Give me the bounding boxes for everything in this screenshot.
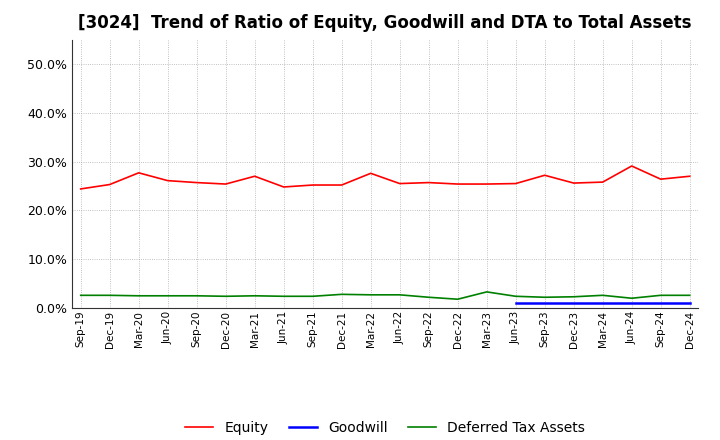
Goodwill	[685, 301, 694, 306]
Equity	[135, 170, 143, 176]
Deferred Tax Assets	[424, 295, 433, 300]
Deferred Tax Assets	[570, 294, 578, 299]
Equity	[163, 178, 172, 183]
Deferred Tax Assets	[482, 289, 491, 294]
Goodwill	[598, 301, 607, 306]
Deferred Tax Assets	[338, 292, 346, 297]
Deferred Tax Assets	[221, 293, 230, 299]
Deferred Tax Assets	[627, 296, 636, 301]
Deferred Tax Assets	[454, 297, 462, 302]
Deferred Tax Assets	[685, 293, 694, 298]
Equity	[221, 181, 230, 187]
Equity	[338, 183, 346, 188]
Title: [3024]  Trend of Ratio of Equity, Goodwill and DTA to Total Assets: [3024] Trend of Ratio of Equity, Goodwil…	[78, 15, 692, 33]
Deferred Tax Assets	[76, 293, 85, 298]
Deferred Tax Assets	[541, 295, 549, 300]
Deferred Tax Assets	[135, 293, 143, 298]
Deferred Tax Assets	[105, 293, 114, 298]
Line: Equity: Equity	[81, 166, 690, 189]
Goodwill	[541, 301, 549, 306]
Equity	[511, 181, 520, 186]
Deferred Tax Assets	[598, 293, 607, 298]
Equity	[76, 186, 85, 191]
Goodwill	[627, 301, 636, 306]
Goodwill	[657, 301, 665, 306]
Equity	[279, 184, 288, 190]
Equity	[657, 176, 665, 182]
Equity	[395, 181, 404, 186]
Deferred Tax Assets	[308, 293, 317, 299]
Deferred Tax Assets	[163, 293, 172, 298]
Equity	[482, 181, 491, 187]
Equity	[308, 183, 317, 188]
Equity	[541, 172, 549, 178]
Equity	[251, 174, 259, 179]
Equity	[627, 163, 636, 169]
Goodwill	[511, 301, 520, 306]
Equity	[598, 180, 607, 185]
Equity	[192, 180, 201, 185]
Deferred Tax Assets	[192, 293, 201, 298]
Line: Deferred Tax Assets: Deferred Tax Assets	[81, 292, 690, 299]
Equity	[454, 181, 462, 187]
Legend: Equity, Goodwill, Deferred Tax Assets: Equity, Goodwill, Deferred Tax Assets	[180, 415, 590, 440]
Deferred Tax Assets	[657, 293, 665, 298]
Equity	[685, 174, 694, 179]
Deferred Tax Assets	[366, 292, 375, 297]
Goodwill	[570, 301, 578, 306]
Equity	[570, 180, 578, 186]
Deferred Tax Assets	[251, 293, 259, 298]
Equity	[424, 180, 433, 185]
Deferred Tax Assets	[511, 293, 520, 299]
Deferred Tax Assets	[395, 292, 404, 297]
Equity	[105, 182, 114, 187]
Equity	[366, 171, 375, 176]
Deferred Tax Assets	[279, 293, 288, 299]
